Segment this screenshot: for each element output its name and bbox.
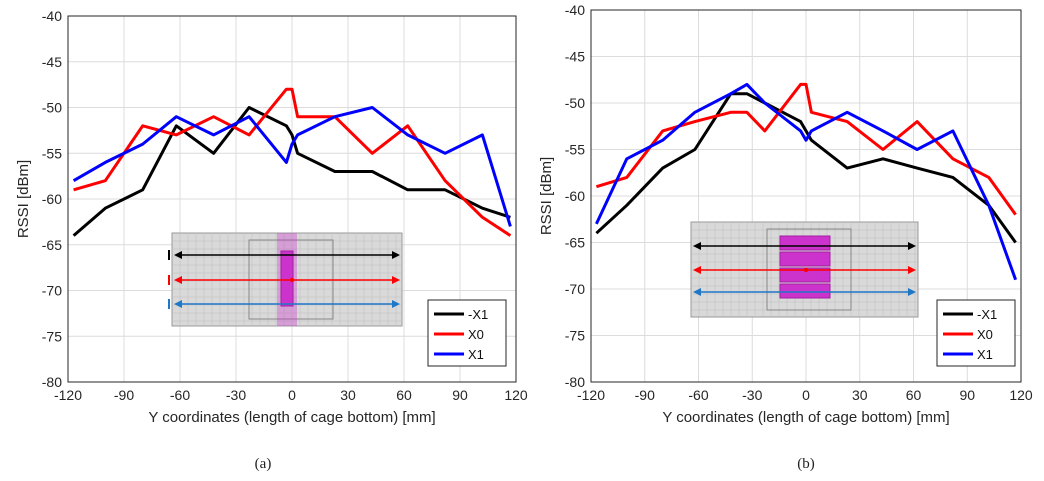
legend-entry: -X1 [977,307,997,322]
arrow-head-left [174,251,182,259]
center-point [289,277,295,283]
transmitter-device [779,283,831,299]
y-tick-label: -50 [42,100,62,116]
y-axis-label: RSSI [dBm] [15,160,32,238]
y-tick-label: -65 [42,237,62,253]
chart-b: -120 -90 -60 -30 0 30 60 90 120 -40 -45 -50 -55 -60 -6… [538,2,1033,472]
x-tick-label: -60 [688,387,708,403]
y-tick-label: -65 [565,235,585,251]
arrow-head-left [693,266,701,274]
x-tick-label: 120 [504,387,528,403]
arrow-head-left [693,242,701,250]
x-tick-label: 0 [802,387,810,403]
legend-entry: X0 [468,327,484,342]
series-line-x0 [73,87,512,237]
transmitter-device [779,235,831,251]
cage-inset-schematic [690,221,919,318]
subfigure-caption: (b) [797,456,815,472]
legend-entry: X1 [977,347,993,362]
x-axis-label: Y coordinates (length of cage bottom) [m… [148,409,435,426]
y-tick-label: -70 [42,283,62,299]
series-line-x1 [72,106,511,237]
x-tick-label: 30 [852,387,868,403]
arrow-head-left [174,276,182,284]
x-tick-label: -90 [114,387,134,403]
y-tick-label: -60 [565,188,585,204]
y-tick-label: -80 [565,374,585,390]
x-axis-label: Y coordinates (length of cage bottom) [m… [662,409,949,426]
arrow-head-right [908,288,916,296]
y-tick-label: -55 [42,145,62,161]
y-tick-label: -45 [565,49,585,65]
transmitter-device [779,251,831,267]
legend: -X1 X0 X1 [427,299,507,367]
axes-frame [67,15,517,383]
arrow-head-right [392,251,400,259]
x-tick-label: -120 [577,387,605,403]
y-tick-label: -80 [42,374,62,390]
y-tick-label: -45 [42,54,62,70]
legend-entry: X1 [468,347,484,362]
center-point [803,267,809,273]
series-line-x1 [72,106,512,227]
arrow-head-right [908,266,916,274]
x-tick-label: 0 [288,387,296,403]
arrow-head-right [392,276,400,284]
x-tick-label: 60 [396,387,412,403]
arrow-head-left [174,300,182,308]
x-tick-label: -60 [170,387,190,403]
transmitter-device [779,267,831,283]
x-tick-label: 30 [340,387,356,403]
series-line-x1 [595,92,1017,244]
y-tick-label: -60 [42,191,62,207]
subfigure-caption: (a) [255,456,272,472]
x-tick-label: 90 [452,387,468,403]
y-tick-label: -40 [565,2,585,18]
legend-entry: -X1 [468,307,488,322]
arrow-head-left [693,288,701,296]
y-tick-label: -50 [565,95,585,111]
x-tick-label: -90 [635,387,655,403]
arrow-head-right [392,300,400,308]
x-tick-label: 90 [959,387,975,403]
legend-entry: X0 [977,327,993,342]
series-line-x1 [595,82,1018,281]
x-tick-label: 60 [906,387,922,403]
y-tick-label: -70 [565,281,585,297]
axes-frame [590,9,1022,383]
x-tick-label: -120 [54,387,82,403]
y-tick-label: -75 [42,328,62,344]
y-tick-label: -55 [565,142,585,158]
x-tick-label: 120 [1009,387,1033,403]
x-tick-label: -30 [226,387,246,403]
x-tick-label: -30 [742,387,762,403]
arrow-head-right [908,242,916,250]
y-tick-label: -75 [565,328,585,344]
chart-a: -120 -90 -60 -30 0 30 60 90 120 -40 -45 -50 -55 -60 -6… [15,8,528,472]
y-axis-label: RSSI [dBm] [538,157,555,235]
y-tick-label: -40 [42,8,62,24]
cage-inset-schematic [168,232,403,327]
legend: -X1 X0 X1 [936,299,1016,367]
